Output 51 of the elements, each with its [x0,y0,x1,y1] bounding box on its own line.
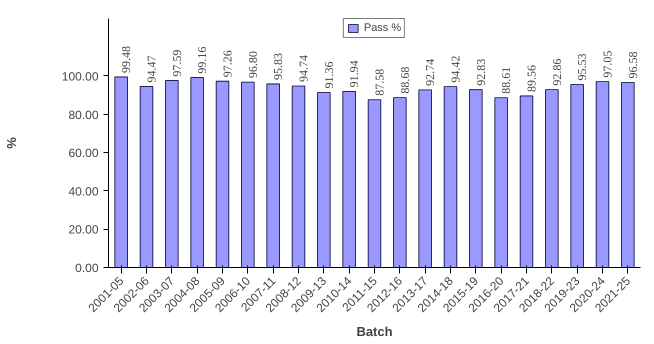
bar [342,91,356,268]
y-axis-title: % [4,136,19,149]
text: 94.42 [448,56,462,83]
bar [494,97,508,268]
text: 95.53 [575,54,590,81]
bar [520,96,534,268]
text: 97.05 [600,50,614,78]
bar [140,86,154,268]
text: 88.61 [499,66,514,94]
bar [241,82,255,268]
text: 97.59 [170,50,184,77]
text: 96.58 [626,52,640,79]
y-tick-label: 40.00 [68,184,99,198]
bar [368,99,382,268]
text: 92.74 [423,58,438,86]
bar [545,89,559,268]
y-tick-label: 60.00 [68,146,99,160]
text: 99.48 [119,46,134,73]
bar [266,84,280,268]
text: 95.83 [271,52,286,80]
bar [114,76,128,268]
text: 92.86 [550,58,564,86]
y-tick-label: 20.00 [68,222,99,237]
x-axis-title: Batch [356,324,393,340]
bar [596,81,610,268]
text: 87.58 [372,68,386,96]
bar [393,97,407,268]
bar [444,86,458,268]
text: 94.47 [144,56,158,83]
bar [190,77,204,268]
bar [418,89,432,268]
text: 92.83 [474,58,488,86]
text: 97.26 [220,50,234,78]
bar [216,80,230,268]
text: 99.16 [195,46,210,74]
bar [570,84,584,268]
legend-label: Pass % [364,22,402,34]
bar [165,80,179,268]
bar [621,82,635,268]
text: 91.36 [322,62,336,89]
bar [317,92,331,268]
text: 89.56 [524,64,538,92]
bar [292,86,306,268]
y-tick-label: 100.00 [62,69,99,84]
y-tick-label: 80.00 [68,108,99,122]
text: 88.68 [398,66,412,94]
text: 94.74 [296,55,310,82]
bar [469,89,483,268]
text: 96.80 [246,51,260,78]
text: 91.94 [347,60,362,88]
y-tick-label: 0.00 [75,261,99,275]
